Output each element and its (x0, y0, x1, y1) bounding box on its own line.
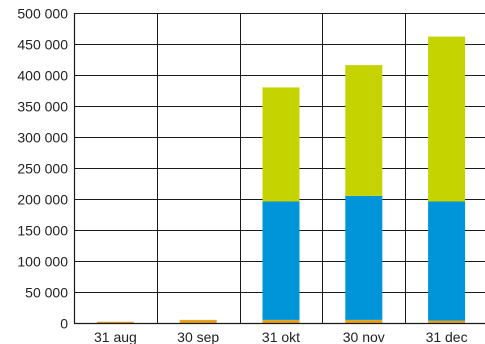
bar-segment-1-30-sep (179, 319, 217, 323)
bar-segment-1-31-aug (96, 321, 134, 323)
tick-labels: 0 50 000 100 000 150 000 200 000 250 000 300 0… (17, 6, 467, 344)
x-tick-label: 31 okt (262, 329, 300, 344)
bar-segment-1-31-okt (262, 319, 300, 323)
x-tick-label: 31 aug (94, 329, 137, 344)
y-tick-label: 400 000 (17, 68, 68, 84)
bars (96, 36, 466, 323)
y-tick-label: 500 000 (17, 6, 68, 22)
x-tick-label: 30 nov (343, 329, 385, 344)
axes (73, 13, 485, 325)
y-tick-label: 50 000 (25, 285, 68, 301)
x-tick-label: 30 sep (177, 329, 219, 344)
y-tick-label: 350 000 (17, 99, 68, 115)
bar-segment-3-31-dec (428, 36, 466, 202)
y-tick-label: 150 000 (17, 223, 68, 239)
bar-segment-2-31-dec (428, 201, 466, 321)
y-tick-label: 100 000 (17, 254, 68, 270)
y-tick-label: 200 000 (17, 192, 68, 208)
bar-segment-2-30-nov (345, 195, 383, 320)
y-tick-label: 300 000 (17, 130, 68, 146)
bar-segment-3-31-okt (262, 87, 300, 202)
bar-segment-2-31-okt (262, 201, 300, 320)
bar-segment-3-30-nov (345, 65, 383, 196)
y-tick-label: 0 (60, 316, 68, 332)
x-tick-label: 31 dec (426, 329, 468, 344)
y-tick-label: 450 000 (17, 37, 68, 53)
bar-segment-1-30-nov (345, 319, 383, 323)
bar-segment-1-31-dec (428, 320, 466, 323)
y-tick-label: 250 000 (17, 161, 68, 177)
